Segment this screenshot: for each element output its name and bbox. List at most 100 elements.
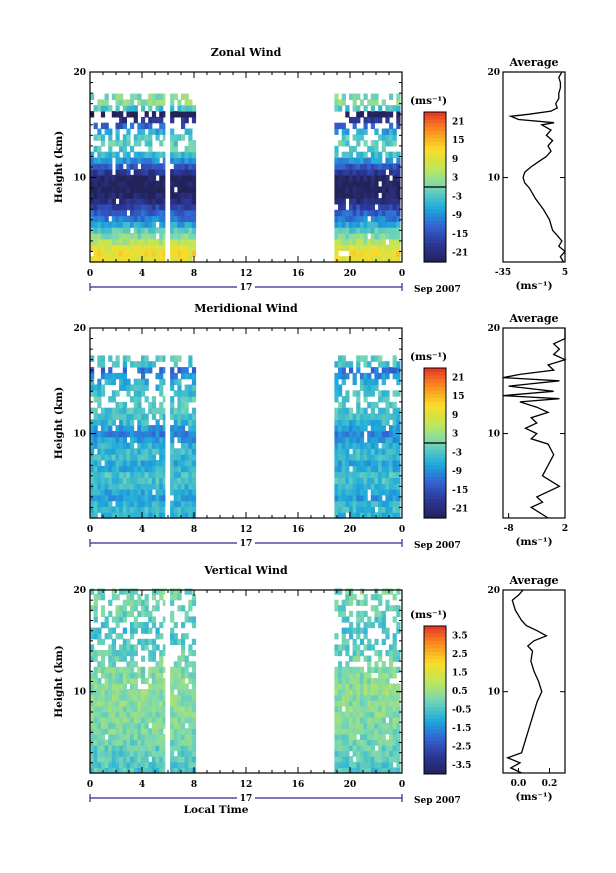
heatmap-cell — [155, 705, 160, 713]
heatmap-cell — [381, 238, 386, 246]
data-gap — [165, 72, 169, 262]
heatmap-cell — [177, 134, 182, 141]
heatmap-cell — [93, 105, 98, 112]
heatmap-cell — [334, 711, 339, 718]
heatmap-cell — [119, 169, 124, 176]
heatmap-cell — [370, 238, 375, 246]
heatmap-cell — [181, 134, 186, 141]
heatmap-cell — [349, 436, 354, 444]
colorbar-swatch — [424, 718, 446, 723]
colorbar-swatch — [424, 172, 446, 177]
heatmap-cell — [370, 401, 375, 409]
heatmap-cell — [137, 711, 142, 718]
heatmap-cell — [352, 489, 357, 496]
heatmap-cell — [338, 198, 343, 205]
heatmap-cell — [97, 169, 102, 176]
heatmap-cell — [111, 233, 116, 240]
heatmap-cell — [363, 169, 368, 176]
heatmap-cell — [111, 728, 116, 735]
heatmap-cell — [370, 733, 375, 741]
heatmap-cell — [396, 733, 401, 741]
heatmap-cell — [177, 367, 182, 374]
heatmap-cell — [173, 672, 178, 679]
heatmap-cell — [151, 616, 157, 623]
heatmap-cell — [191, 750, 197, 757]
heatmap-cell — [133, 512, 138, 519]
heatmap-cell — [334, 128, 339, 135]
heatmap-cell — [119, 186, 124, 193]
heatmap-cell — [345, 739, 350, 746]
heatmap-cell — [191, 471, 197, 478]
heatmap-cell — [334, 180, 339, 188]
heatmap-cell — [356, 677, 361, 685]
heatmap-cell — [162, 677, 167, 685]
heatmap-cell — [389, 650, 394, 657]
heatmap-cell — [367, 644, 372, 651]
heatmap-cell — [133, 616, 138, 623]
heatmap-cell — [345, 471, 350, 478]
heatmap-cell — [133, 622, 138, 629]
heatmap-cell — [191, 622, 197, 629]
x-tick-label: 12 — [240, 269, 253, 279]
heatmap-cell — [356, 407, 361, 415]
heatmap-cell — [126, 99, 131, 106]
colorbar-swatch — [424, 157, 446, 162]
heatmap-cell — [359, 599, 365, 606]
heatmap-cell — [122, 745, 127, 752]
heatmap-cell — [345, 745, 350, 752]
heatmap-cell — [334, 683, 339, 690]
heatmap-cell — [130, 599, 135, 606]
heatmap-cell — [144, 378, 149, 386]
heatmap-cell — [181, 180, 186, 188]
heatmap-cell — [352, 677, 357, 685]
heatmap-cell — [137, 689, 142, 696]
heatmap-cell — [111, 733, 116, 741]
heatmap-cell — [191, 683, 197, 690]
chart-title: Vertical Wind — [203, 564, 288, 577]
heatmap-cell — [345, 672, 350, 679]
heatmap-cell — [396, 739, 401, 746]
heatmap-cell — [137, 128, 142, 135]
heatmap-cell — [122, 192, 127, 199]
colorbar-tick-label: -3 — [452, 192, 462, 202]
heatmap-cell — [359, 186, 365, 193]
heatmap-cell — [374, 689, 379, 696]
heatmap-cell — [181, 105, 186, 112]
heatmap-cell — [367, 683, 372, 690]
heatmap-cell — [93, 506, 98, 513]
heatmap-cell — [93, 722, 98, 729]
heatmap-cell — [345, 227, 350, 234]
heatmap-cell — [97, 661, 102, 668]
heatmap-cell — [363, 203, 368, 211]
heatmap-cell — [90, 465, 95, 473]
heatmap-cell — [338, 209, 343, 217]
heatmap-cell — [141, 627, 146, 634]
heatmap-cell — [100, 750, 106, 757]
heatmap-cell — [389, 705, 394, 713]
heatmap-cell — [367, 745, 372, 752]
heatmap-cell — [392, 238, 397, 246]
heatmap-cell — [338, 169, 343, 176]
heatmap-cell — [345, 174, 350, 182]
heatmap-cell — [389, 256, 394, 263]
average-y-tick-label: 20 — [487, 586, 500, 596]
heatmap-cell — [345, 650, 350, 657]
heatmap-cell — [100, 227, 106, 234]
heatmap-cell — [173, 250, 178, 257]
average-title: Average — [508, 574, 558, 587]
heatmap-cell — [170, 105, 175, 112]
heatmap-cell — [363, 163, 368, 170]
heatmap-cell — [370, 489, 375, 496]
heatmap-cell — [97, 745, 102, 752]
heatmap-cell — [108, 145, 113, 153]
heatmap-cell — [119, 221, 124, 228]
heatmap-cell — [93, 477, 98, 484]
heatmap-cell — [370, 209, 375, 217]
heatmap-cell — [378, 594, 383, 601]
x-axis-label: Local Time — [184, 804, 249, 816]
heatmap-cell — [170, 378, 175, 386]
heatmap-cell — [356, 105, 361, 112]
heatmap-cell — [385, 221, 390, 228]
heatmap-cell — [119, 454, 124, 461]
